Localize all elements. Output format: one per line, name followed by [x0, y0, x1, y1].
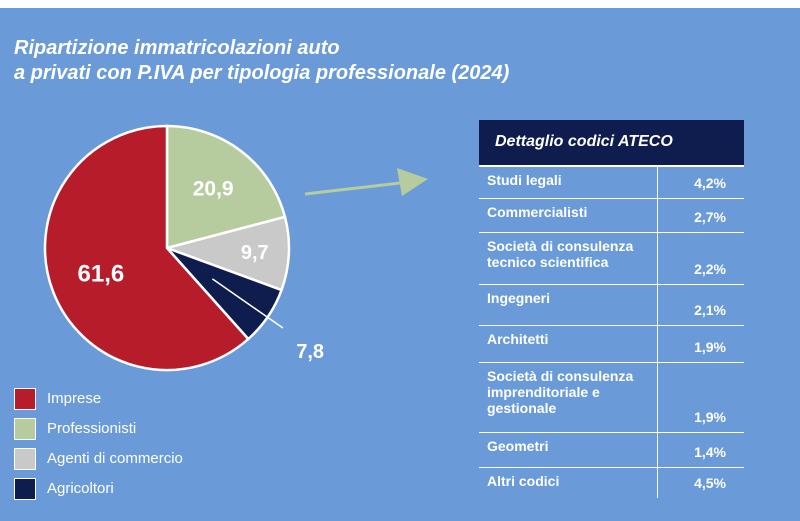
ateco-row-name: Altri codici	[487, 473, 560, 489]
ateco-row-value: 4,5%	[694, 475, 726, 491]
pie-slice-professionisti	[165, 124, 287, 250]
legend-swatch-professionisti	[14, 418, 36, 440]
legend-label-imprese: Imprese	[47, 390, 102, 407]
ateco-column-divider	[657, 433, 658, 467]
ateco-row-consulenza-imprenditoriale: Società di consulenza imprenditoriale e …	[479, 363, 744, 433]
ateco-row-name: Geometri	[487, 438, 549, 454]
ateco-row-name: Studi legali	[487, 172, 562, 188]
pie-slices: 61,6 20,9 9,7 7,8	[43, 124, 324, 372]
ateco-row-value: 2,1%	[694, 302, 726, 318]
data-label-imprese: 61,6	[78, 261, 125, 288]
ateco-column-divider	[657, 468, 658, 498]
arrow-icon	[304, 168, 428, 196]
ateco-row-name: Società di consulenza tecnico scientific…	[487, 238, 634, 270]
ateco-row-name: Ingegneri	[487, 290, 551, 306]
ateco-row-value: 1,9%	[694, 339, 726, 355]
chart-title-line-1: Ripartizione immatricolazioni auto	[14, 37, 340, 59]
legend-swatch-agricoltori	[14, 478, 36, 500]
ateco-column-divider	[657, 326, 658, 362]
chart-title-line-2: a privati con P.IVA per tipologia profes…	[14, 62, 510, 84]
ateco-column-divider	[657, 233, 658, 284]
ateco-row-value: 2,7%	[694, 209, 726, 225]
top-strip	[0, 0, 800, 8]
legend-label-agenti: Agenti di commercio	[47, 450, 183, 467]
legend-swatch-agenti	[14, 448, 36, 470]
ateco-row-architetti: Architetti 1,9%	[479, 326, 744, 363]
data-label-professionisti: 20,9	[193, 177, 234, 200]
chart-title: Ripartizione immatricolazioni auto a pri…	[14, 36, 614, 86]
ateco-row-studi-legali: Studi legali 4,2%	[479, 167, 744, 199]
ateco-row-name: Architetti	[487, 331, 549, 347]
ateco-row-value: 1,9%	[694, 409, 726, 425]
ateco-row-name: Società di consulenza imprenditoriale e …	[487, 368, 634, 416]
ateco-row-value: 2,2%	[694, 261, 726, 277]
ateco-row-value: 4,2%	[694, 175, 726, 191]
legend-swatch-imprese	[14, 388, 36, 410]
ateco-column-divider	[657, 167, 658, 198]
ateco-row-geometri: Geometri 1,4%	[479, 433, 744, 468]
ateco-column-divider	[657, 285, 658, 325]
leader-line-agricoltori	[211, 278, 284, 329]
ateco-column-divider	[657, 363, 658, 432]
ateco-row-consulenza-tecnica: Società di consulenza tecnico scientific…	[479, 233, 744, 285]
legend-label-professionisti: Professionisti	[47, 420, 137, 437]
pie-slice-agenti	[162, 215, 291, 292]
pie-slice-imprese	[43, 124, 251, 372]
ateco-row-name: Commercialisti	[487, 204, 588, 220]
arrow-shaft	[304, 181, 401, 196]
ateco-row-altri-codici: Altri codici 4,5%	[479, 468, 744, 498]
arrow-head	[397, 168, 428, 196]
ateco-row-value: 1,4%	[694, 444, 726, 460]
ateco-row-commercialisti: Commercialisti 2,7%	[479, 199, 744, 233]
legend-label-agricoltori: Agricoltori	[47, 480, 114, 497]
data-label-agricoltori: 7,8	[296, 341, 324, 363]
data-label-agenti: 9,7	[241, 242, 269, 264]
ateco-table-header: Dettaglio codici ATECO	[479, 120, 744, 167]
ateco-header-label: Dettaglio codici ATECO	[495, 133, 673, 150]
ateco-column-divider	[657, 199, 658, 232]
ateco-table: Dettaglio codici ATECO Studi legali 4,2%…	[479, 120, 744, 498]
ateco-row-ingegneri: Ingegneri 2,1%	[479, 285, 744, 326]
